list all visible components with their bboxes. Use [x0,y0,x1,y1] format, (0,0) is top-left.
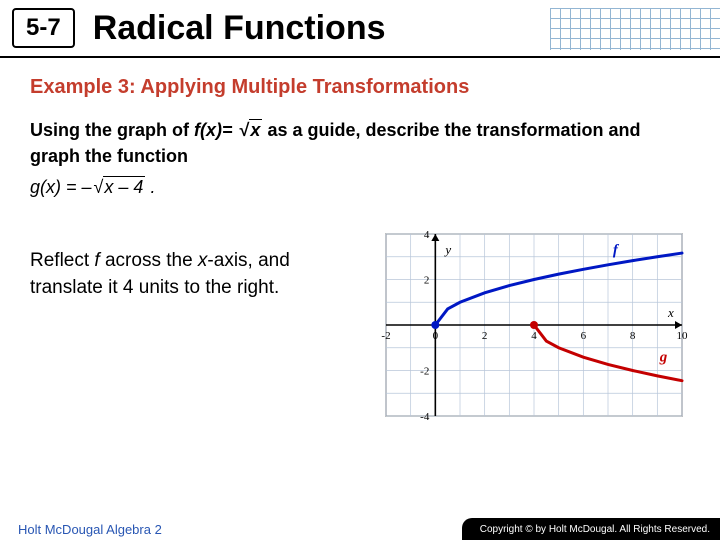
two-column-row: Reflect f across the x-axis, and transla… [30,226,690,436]
svg-text:0: 0 [433,330,439,342]
svg-text:10: 10 [677,330,689,342]
fx-sqrt-arg: x [249,119,262,140]
sqrt-symbol: x – 4 [92,177,146,198]
slide-title: Radical Functions [93,9,386,48]
explain-1b: across the [100,250,198,271]
prompt-pre: Using the graph of [30,120,194,140]
sqrt-symbol: x [238,117,263,143]
gx-sqrt-arg: x – 4 [103,176,145,197]
example-prompt: Using the graph of f(x)= x as a guide, d… [30,117,690,169]
svg-text:4: 4 [531,330,537,342]
footer-copyright: Copyright © by Holt McDougal. All Rights… [462,518,720,540]
slide-header: 5-7 Radical Functions [0,0,720,58]
svg-text:-4: -4 [420,411,430,423]
slide-footer: Holt McDougal Algebra 2 Copyright © by H… [0,518,720,540]
slide-content: Example 3: Applying Multiple Transformat… [0,58,720,446]
fx-expression: f(x)= x [194,120,267,140]
example-heading: Example 3: Applying Multiple Transformat… [30,76,690,99]
explain-1: Reflect [30,250,94,271]
explain-x: x [198,250,208,271]
svg-text:-2: -2 [381,330,390,342]
svg-text:6: 6 [581,330,587,342]
gx-expression: g(x) = – x – 4 . [30,177,690,198]
gx-suffix: . [145,177,155,197]
fx-label: f(x)= [194,120,233,140]
svg-text:g: g [659,350,668,366]
svg-text:8: 8 [630,330,636,342]
gx-prefix: g(x) = – [30,177,92,197]
svg-text:4: 4 [424,229,430,241]
explanation-text: Reflect f across the x-axis, and transla… [30,226,342,301]
chart-container: -20246810-4-224xyfg [360,226,690,436]
svg-text:x: x [667,305,674,320]
svg-text:2: 2 [482,330,488,342]
footer-left-text: Holt McDougal Algebra 2 [0,522,162,537]
header-grid-decoration [550,8,720,50]
function-chart: -20246810-4-224xyfg [360,226,690,436]
svg-text:y: y [443,242,451,257]
section-number-badge: 5-7 [12,8,75,48]
svg-text:2: 2 [424,275,430,287]
svg-text:-2: -2 [420,366,429,378]
